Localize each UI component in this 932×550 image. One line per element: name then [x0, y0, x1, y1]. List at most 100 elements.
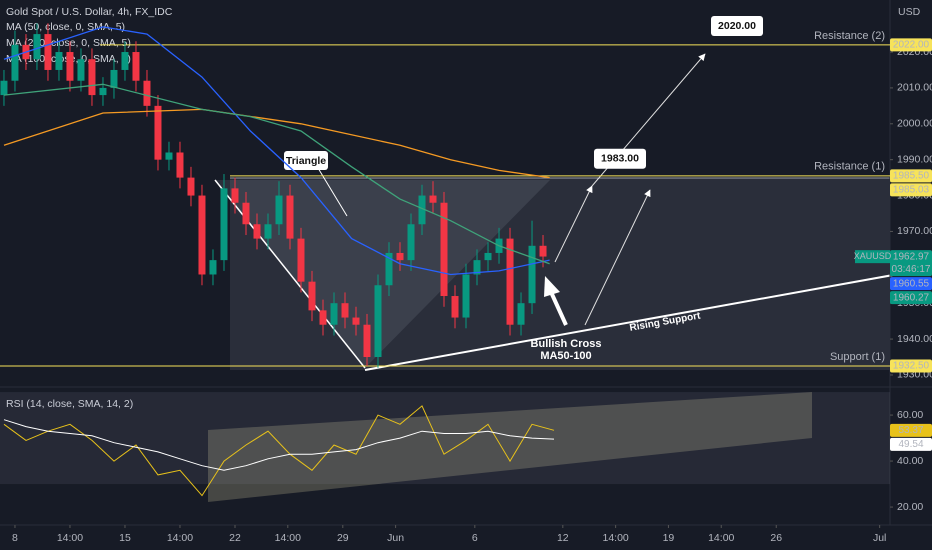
candle-body	[418, 195, 426, 225]
x-tick-label: 14:00	[57, 532, 83, 544]
annotation: Bullish Cross	[531, 338, 602, 350]
indicator-label: MA (50, close, 0, SMA, 5)	[6, 21, 125, 33]
candle-body	[220, 188, 228, 261]
callout-box	[284, 151, 328, 170]
x-tick-label: 15	[119, 532, 131, 544]
pointer-arrow	[549, 291, 568, 326]
candle-body	[264, 224, 272, 239]
x-tick-label: 12	[557, 532, 569, 544]
candle-body	[231, 188, 239, 203]
axis-tag	[890, 359, 932, 373]
candle-body	[33, 34, 41, 60]
level-label: Support (1)	[830, 351, 885, 363]
x-tick-label: 29	[337, 532, 349, 544]
candle-body	[198, 195, 206, 275]
x-tick-label: 19	[663, 532, 675, 544]
candle-body	[330, 303, 338, 325]
x-tick-label: Jul	[873, 532, 886, 544]
axis-tag-label: 1960.27	[893, 292, 930, 303]
candle-body	[528, 245, 536, 304]
candle-body	[539, 245, 547, 257]
candle-body	[66, 52, 74, 81]
axis-tag-label: 2022.00	[893, 39, 930, 50]
candle-body	[209, 260, 217, 275]
candle-body	[506, 238, 514, 325]
candle-body	[308, 281, 316, 311]
candle-body	[88, 59, 96, 96]
x-tick-label: 8	[12, 532, 18, 544]
y-tick-label: 20.00	[897, 501, 923, 513]
candle-body	[154, 105, 162, 160]
candle-body	[275, 195, 283, 225]
projection-arrow	[554, 185, 593, 263]
axis-tag-label: 1932.50	[893, 361, 930, 372]
axis-tag-label: 1985.03	[893, 184, 930, 195]
symbol-tag	[855, 250, 890, 264]
candle-body	[143, 80, 151, 106]
candle-body	[462, 274, 470, 318]
axis-tag	[890, 277, 932, 291]
y-tick-label: 1990.00	[897, 153, 932, 165]
axis-tag	[890, 183, 932, 197]
candle-body	[187, 177, 195, 196]
moving-average	[3, 83, 550, 265]
candle-body	[165, 152, 173, 160]
axis-tag	[890, 169, 932, 183]
x-tick-label: 14:00	[275, 532, 301, 544]
candle-body	[297, 238, 305, 282]
rsi-line	[3, 405, 555, 497]
triangle-shape	[215, 180, 550, 368]
axis-tag	[890, 38, 932, 52]
y-tick-label: 60.00	[897, 409, 923, 421]
axis-tag	[890, 423, 932, 437]
candle-body	[429, 195, 437, 203]
candle-body	[55, 52, 63, 70]
y-tick-label: 1940.00	[897, 333, 932, 345]
y-tick-label: 2000.00	[897, 118, 932, 130]
candle-body	[11, 44, 19, 81]
candle-body	[132, 52, 140, 81]
axis-tag-label: 53.37	[898, 425, 923, 436]
rsi-line	[3, 419, 555, 471]
rising-support-line	[364, 267, 932, 371]
axis-tag	[890, 291, 932, 305]
rsi-channel	[208, 392, 812, 502]
candle-body	[121, 52, 129, 70]
candle-body	[407, 224, 415, 261]
moving-average	[3, 26, 550, 276]
projection-arrow	[584, 189, 651, 326]
candle-body	[319, 310, 327, 325]
candle-body	[77, 59, 85, 81]
candle-body	[99, 87, 107, 96]
target-label: 2020.00	[718, 20, 756, 32]
x-tick-label: 6	[472, 532, 478, 544]
rsi-band	[0, 392, 890, 485]
x-tick-label: Jun	[387, 532, 404, 544]
y-tick-label: 1970.00	[897, 225, 932, 237]
annotation: MA50-100	[540, 350, 591, 362]
axis-tag-label: 1985.50	[893, 170, 930, 181]
chart-title: Gold Spot / U.S. Dollar, 4h, FX_IDC	[6, 6, 173, 18]
candle-body	[352, 317, 360, 325]
candle-body	[176, 152, 184, 178]
candle-body	[253, 224, 261, 239]
symbol-label: XAUUSD	[854, 251, 892, 261]
candle-body	[44, 34, 52, 70]
y-tick-label: 2010.00	[897, 82, 932, 94]
candle-body	[517, 303, 525, 325]
x-tick-label: 26	[770, 532, 782, 544]
y-tick-label: 40.00	[897, 455, 923, 467]
currency: USD	[898, 6, 921, 18]
level-label: Resistance (2)	[814, 30, 885, 42]
rsi-title: RSI (14, close, SMA, 14, 2)	[6, 398, 133, 410]
countdown: 03:46:17	[892, 264, 931, 275]
target-box	[594, 148, 646, 169]
pointer-arrow-head	[544, 276, 560, 297]
candle-body	[451, 296, 459, 318]
candle-body	[385, 252, 393, 286]
candle-body	[484, 252, 492, 261]
x-tick-label: 14:00	[602, 532, 628, 544]
candle-body	[363, 324, 371, 358]
